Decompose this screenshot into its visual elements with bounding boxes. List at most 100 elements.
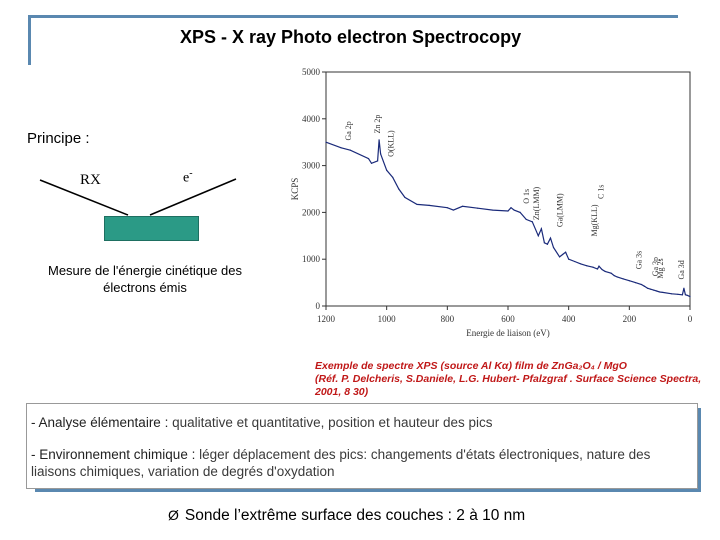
spectrum-data-point [565,251,567,253]
spectrum-data-point [446,207,448,209]
spectrum-data-point [552,246,555,249]
xray-beam-line [39,179,129,216]
spectrum-data-point [558,256,561,258]
electron-symbol: e [183,170,190,186]
peak-label: Zn 2p [373,115,382,134]
y-axis-label: KCPS [290,178,300,201]
spectrum-data-point [507,210,509,212]
peak-label: Ga 3d [677,260,686,279]
spectrum-data-point [646,287,649,289]
spectrum-data-point [386,169,388,171]
spectrum-data-point [452,209,454,211]
spectrum-data-point [659,291,661,293]
x-tick-label: 0 [688,314,693,324]
spectrum-data-point [540,228,542,230]
spectrum-data-point [613,274,615,277]
electron-label: e- [183,168,193,187]
spectrum-data-point [610,272,612,274]
x-axis-label: Energie de liaison (eV) [466,328,550,338]
spectrum-data-point [640,283,643,286]
spectrum-data-point [649,288,652,290]
y-tick-label: 4000 [302,114,321,124]
spectrum-data-point [325,141,327,143]
title-frame [28,15,680,67]
spectrum-data-point [378,139,380,141]
notes-box: - Analyse élémentaire : qualitative et q… [26,403,701,492]
spectrum-data-point [683,287,685,289]
arrow-bullet-icon: Ø [168,507,179,523]
spectrum-data-point [671,293,673,295]
spectrum-data-point [574,260,576,263]
spectrum-data-point [367,157,370,160]
spectrum-data-point [689,296,691,298]
spectrum-data-point [628,280,630,282]
x-tick-label: 800 [441,314,455,324]
peak-label: Mg(KLL) [590,204,599,236]
conclusion: Ø Sonde l’extrême surface des couches : 2… [168,507,525,525]
slide-title: XPS - X ray Photo electron Spectrocopy [180,27,522,47]
peak-label: O(KLL) [386,130,395,157]
caption-line-2: (Réf. P. Delcheris, S.Daniele, L.G. Hube… [315,373,702,398]
peak-label: C 1s [597,185,606,199]
spectrum-data-point [404,196,406,199]
spectrum-data-point [586,265,588,267]
xps-principle-sketch [39,178,237,216]
x-tick-label: 600 [501,314,515,324]
y-tick-label: 1000 [302,254,321,264]
peak-label: Mg 2s [656,258,665,278]
spectrum-data-point [549,237,552,239]
spectrum-caption: Exemple de spectre XPS (source Al Kα) fi… [315,360,710,399]
rx-label: RX [80,172,101,188]
spectrum-data-point [616,276,618,278]
spectrum-data-point [398,188,400,190]
spectrum-data-point [461,205,464,207]
note-2-lead: - Environnement chimique : [31,447,196,462]
spectrum-data-point [681,294,684,296]
spectrum-data-point [392,176,394,178]
spectrum-data-point [592,266,594,268]
spectrum-data-point [349,149,351,151]
spectrum-data-point [562,253,564,256]
note-2-text: léger déplacement des pics: changements … [31,447,651,479]
caption-line-1: Exemple de spectre XPS (source Al Kα) fi… [315,360,627,372]
spectrum-data-point [596,268,599,270]
note-1-text: qualitative et quantitative, position et… [168,415,493,430]
spectrum-data-point [525,218,527,221]
spectrum-data-point [370,162,373,164]
spectrum-series-line [325,139,691,298]
spectrum-data-point [428,204,430,206]
peak-label: Zn(LMM) [532,186,541,220]
x-tick-label: 1000 [378,314,397,324]
spectrum-data-point [656,290,658,292]
x-tick-label: 1200 [317,314,336,324]
spectrum-data-point [416,203,418,206]
spectrum-data-point [684,294,687,296]
spectrum-data-point [513,209,515,211]
y-tick-label: 5000 [302,67,321,77]
spectrum-data-point [643,285,646,287]
note-chemical-environment: - Environnement chimique : léger déplace… [31,446,696,480]
principle-heading: Principe : [27,130,90,147]
spectrum-data-point [510,207,512,209]
spectrum-data-point [598,265,600,267]
xps-spectrum-chart: 1200 1000 800 600 400 200 00100020003000400050… [290,67,693,338]
measure-text: Mesure de l'énergie cinétique des électr… [48,263,242,295]
spectrum-data-point [622,278,624,280]
spectrum-data-point [340,147,342,149]
sample-block [104,216,199,241]
conclusion-text: Sonde l’extrême surface des couches : 2 … [184,507,526,524]
spectrum-data-point [543,242,545,244]
spectrum-data-point [477,207,479,209]
note-elemental-analysis: - Analyse élémentaire : qualitative et q… [31,414,696,431]
spectrum-data-point [604,270,606,272]
peak-label: Ga 3p [651,257,660,276]
peak-label: Ga(LMM) [555,193,564,227]
y-tick-label: 2000 [302,207,321,217]
notes-box-shadow-right [698,408,701,492]
spectrum-data-point [537,235,539,237]
electron-emission-line [149,178,237,216]
spectrum-data-point [601,268,603,271]
notes-box-shadow-bottom [35,489,701,492]
electron-charge: - [189,168,193,179]
spectrum-data-point [686,294,688,296]
